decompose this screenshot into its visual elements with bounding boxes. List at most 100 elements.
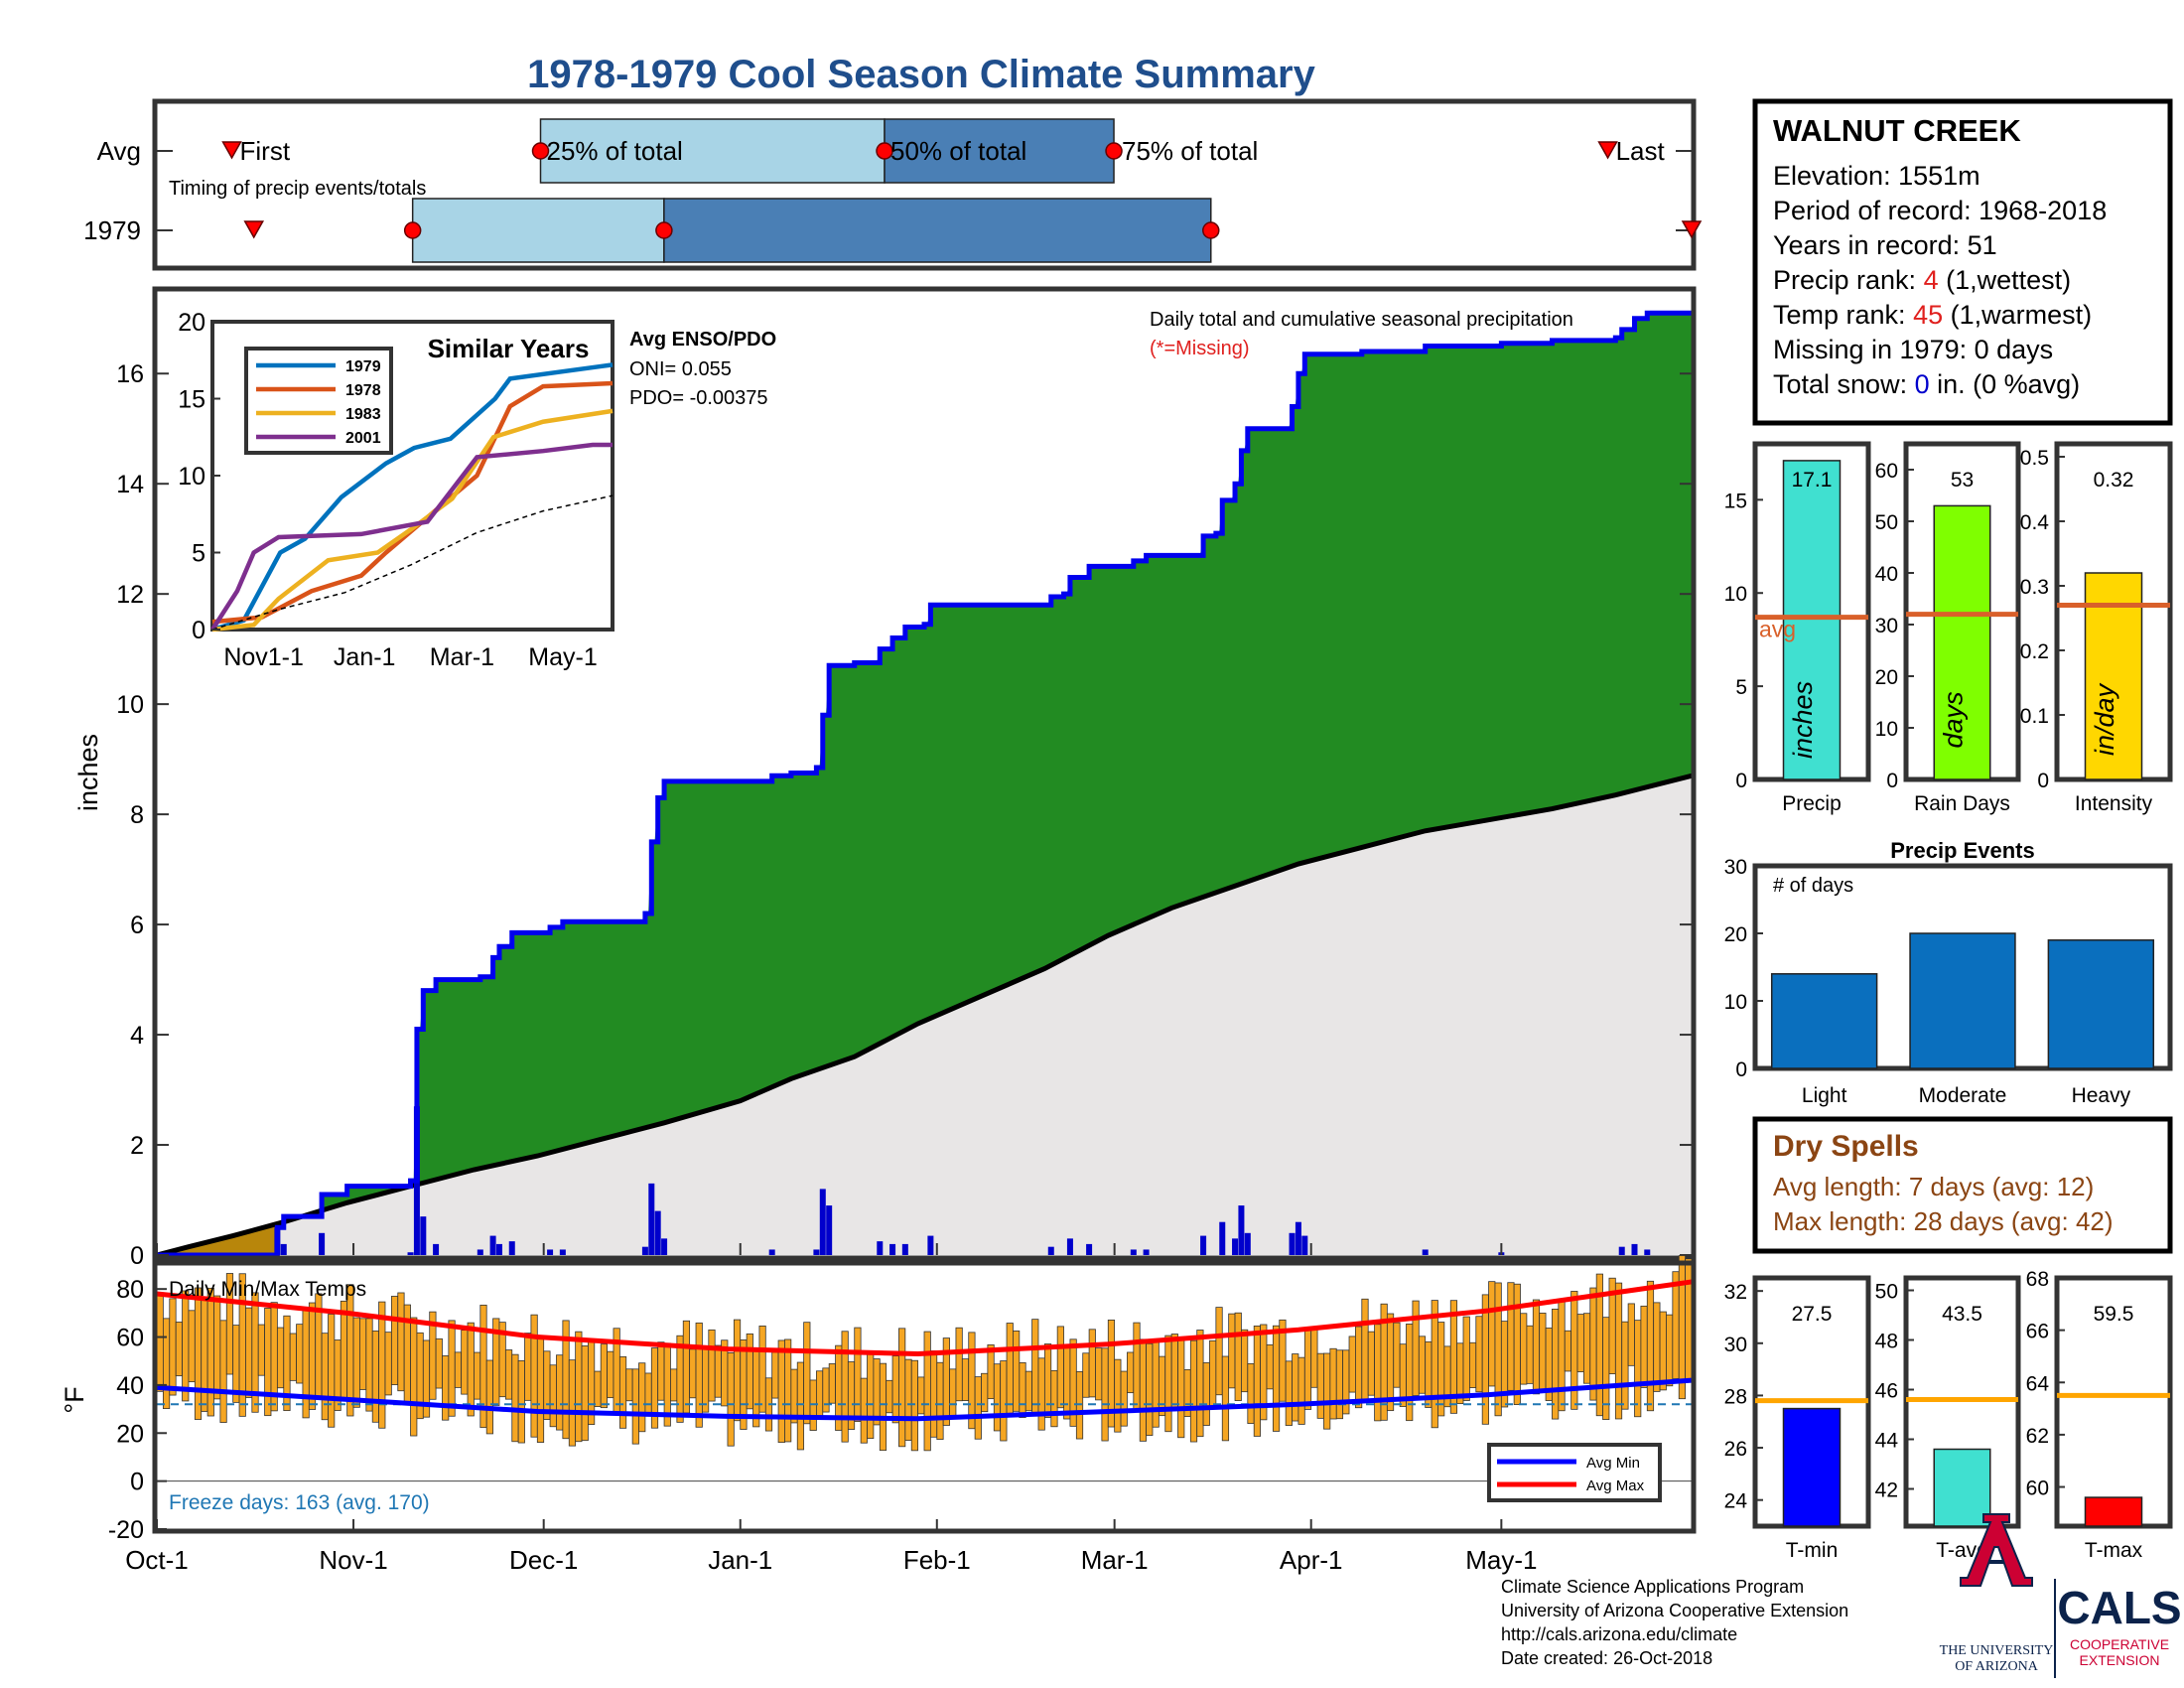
inset-x-tick-label: Mar-1 <box>430 643 494 671</box>
timing-triangle <box>1681 220 1703 239</box>
timing-box-25-50 <box>411 198 665 263</box>
legend-label-1979: 1979 <box>345 358 381 375</box>
daily-temp-bar <box>1412 1300 1420 1396</box>
precip-rank: Precip rank: 4 (1,wettest) <box>1773 265 2071 296</box>
daily-precip-bar <box>768 1249 775 1255</box>
similar-series-avg <box>211 494 614 631</box>
mini-y-tick-label: 46 <box>1875 1380 1898 1403</box>
daily-temp-bar <box>467 1322 475 1417</box>
daily-temp-bar <box>1019 1361 1026 1419</box>
legend-label-2001: 2001 <box>345 430 381 447</box>
mini-category-label: Precip <box>1782 792 1842 815</box>
mini-category-label: Rain Days <box>1914 792 2010 815</box>
snow-label: Total snow: <box>1773 369 1915 399</box>
timing-marker <box>531 142 550 160</box>
daily-precip-bar <box>654 1210 661 1255</box>
daily-temp-bar <box>987 1343 995 1400</box>
events-y-tick-label: 10 <box>1724 991 1747 1014</box>
daily-temp-bar <box>1050 1369 1058 1428</box>
daily-temp-bar <box>1000 1360 1008 1442</box>
precip-rank-label: Precip rank: <box>1773 265 1924 295</box>
mini-category-label: T-avg <box>1936 1539 1988 1562</box>
daily-temp-bar <box>936 1361 944 1440</box>
daily-temp-bar <box>1513 1283 1521 1405</box>
daily-precip-bar <box>407 1252 414 1255</box>
footer-url[interactable]: http://cals.arizona.edu/climate <box>1501 1624 1738 1644</box>
daily-temp-bar <box>777 1339 785 1444</box>
temp-legend-frame <box>1487 1443 1662 1502</box>
mini-chart-intensity: 0 0.1 0.2 0.3 0.4 0.5 0.32 in/day Intensity <box>2020 441 2173 815</box>
precip-rank-note: (1,wettest) <box>1938 265 2072 295</box>
daily-temp-bar <box>796 1361 805 1451</box>
daily-temp-bar <box>1285 1360 1293 1426</box>
temp-rank-note: (1,warmest) <box>1943 300 2093 330</box>
daily-temp-bar <box>182 1290 190 1402</box>
timing-triangle <box>221 141 242 160</box>
mini-y-tick-label: 42 <box>1875 1479 1898 1502</box>
daily-temp-bar <box>1209 1339 1217 1407</box>
daily-temp-bar <box>206 1287 214 1417</box>
daily-temp-bar <box>346 1284 354 1417</box>
daily-temp-bar <box>1146 1342 1154 1436</box>
snow-value: 0 <box>1914 369 1930 399</box>
events-category-label: Moderate <box>1919 1084 2007 1107</box>
mini-chart-rain-days: 0 10 20 30 40 50 60 53 days Rain Days <box>1875 441 2021 815</box>
temp-y-tick-label: -20 <box>108 1516 144 1544</box>
daily-temp-bar <box>454 1351 463 1388</box>
mini-y-tick-label: 0.5 <box>2020 447 2049 470</box>
daily-temp-bar <box>1221 1355 1230 1442</box>
y-tick-label: 10 <box>116 691 144 719</box>
temp-title: Daily Min/Max Temps <box>169 1278 366 1301</box>
daily-temp-bar <box>371 1331 379 1423</box>
daily-temp-bar <box>1056 1326 1064 1409</box>
annotation: Daily total and cumulative seasonal prec… <box>1150 309 1573 331</box>
cals-logo: CALS COOPERATIVE EXTENSION <box>2057 1582 2181 1668</box>
mini-unit-label: days <box>1939 691 1969 748</box>
daily-temp-bar <box>676 1335 684 1423</box>
inset-y-tick-label: 10 <box>178 463 205 491</box>
mini-chart-tavg: 42 44 46 48 50 43.5 T-avg <box>1875 1275 2021 1562</box>
mini-chart-tmin: 24 26 28 30 32 27.5 T-min <box>1724 1275 1871 1562</box>
daily-temp-bar <box>524 1333 532 1401</box>
daily-precip-bar <box>1244 1232 1251 1255</box>
daily-temp-bar <box>974 1376 982 1440</box>
daily-temp-bar <box>448 1320 456 1417</box>
timing-marker <box>876 142 893 160</box>
y-tick-label: 2 <box>130 1132 144 1160</box>
daily-temp-bar <box>929 1350 938 1438</box>
events-category-label: Light <box>1802 1084 1847 1107</box>
daily-precip-bar <box>1200 1235 1207 1255</box>
snow-note: in. (0 %avg) <box>1929 369 2081 399</box>
station-years: Years in record: 51 <box>1773 230 1997 260</box>
daily-temp-bar <box>378 1301 386 1429</box>
daily-temp-bar <box>435 1337 443 1389</box>
daily-temp-bar <box>1152 1341 1160 1428</box>
daily-temp-bar <box>638 1362 646 1433</box>
daily-temp-bar <box>225 1273 234 1375</box>
mini-bar <box>1933 504 1991 780</box>
daily-temp-bar <box>1685 1258 1693 1380</box>
daily-temp-bar <box>1462 1316 1470 1401</box>
x-tick-label: Nov-1 <box>319 1545 387 1575</box>
cumulative-precip-chart: 0 2 4 6 8 10 12 14 16 inches Daily total and cumul… <box>73 286 1697 1270</box>
daily-precip-bar <box>877 1241 884 1255</box>
daily-temp-bar <box>365 1318 373 1412</box>
mini-value-label: 43.5 <box>1942 1303 1982 1326</box>
daily-temp-bar <box>1279 1319 1287 1402</box>
daily-temp-bar <box>625 1368 633 1402</box>
daily-precip-bar <box>280 1243 287 1255</box>
events-y-tick-label: 20 <box>1724 923 1747 946</box>
temp-y-label: °F <box>60 1386 89 1413</box>
daily-temp-bar <box>1063 1343 1071 1420</box>
mini-category-label: T-max <box>2085 1539 2143 1562</box>
daily-temp-bar <box>1082 1352 1090 1398</box>
daily-temp-bar <box>904 1358 912 1441</box>
daily-temp-bar <box>1374 1324 1382 1422</box>
daily-temp-bar <box>1247 1362 1255 1424</box>
daily-temp-bar <box>993 1363 1002 1432</box>
daily-precip-bar <box>813 1249 820 1255</box>
logos: THE UNIVERSITY OF ARIZONA CALS COOPERATI… <box>1940 1513 2182 1678</box>
inset-y-tick-label: 20 <box>178 309 205 337</box>
timing-box-25-50 <box>539 118 886 184</box>
temp-y-tick-label: 40 <box>116 1372 144 1400</box>
